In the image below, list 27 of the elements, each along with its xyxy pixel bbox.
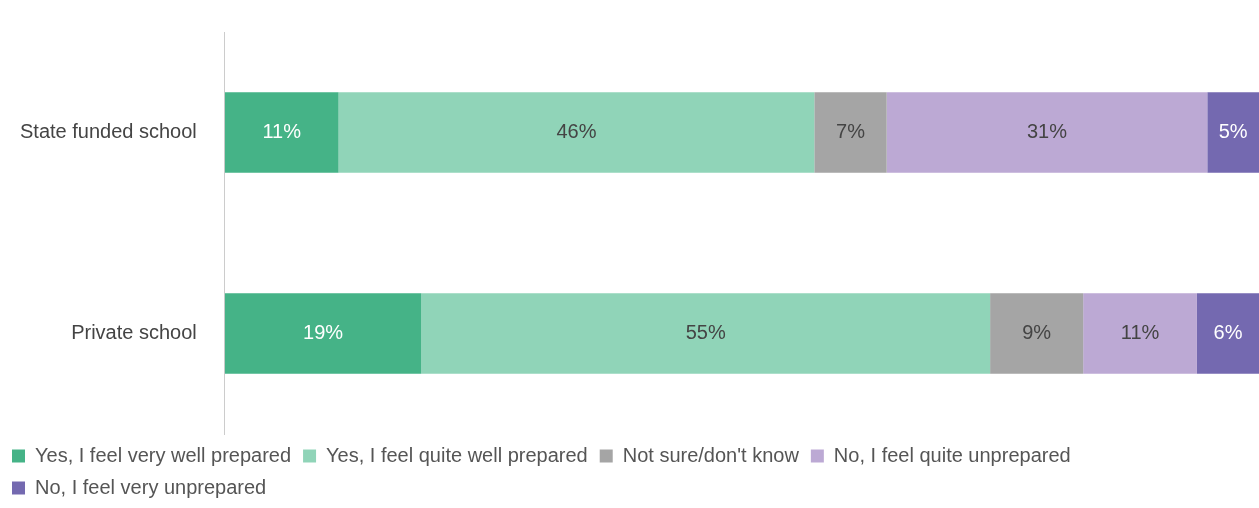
legend-label: Not sure/don't know [622,443,800,466]
legend-label: Yes, I feel quite well prepared [326,443,588,466]
legend-label: No, I feel quite unprepared [833,443,1071,466]
bar [224,92,339,173]
data-label: 19% [303,321,344,344]
data-label: 55% [685,321,726,344]
data-label: 5% [1218,120,1248,143]
data-label: 6% [1213,321,1243,344]
bar [814,92,887,173]
legend-label: Yes, I feel very well prepared [35,443,292,466]
legend-label: No, I feel very unprepared [35,475,267,498]
bar [990,293,1084,374]
bar [886,92,1208,173]
y-tick-label: Private school [71,321,197,344]
bar [1207,92,1259,173]
bar [1083,293,1197,374]
data-label: 11% [262,120,302,143]
data-label: 46% [556,120,597,143]
y-tick-label: State funded school [20,120,197,143]
data-label: 31% [1026,120,1068,143]
data-label: 11% [1120,321,1160,344]
bar [421,293,991,374]
data-label: 7% [836,120,866,143]
data-label: 9% [1022,321,1052,344]
bar [1196,293,1259,374]
bar [338,92,815,173]
bar [224,293,422,374]
